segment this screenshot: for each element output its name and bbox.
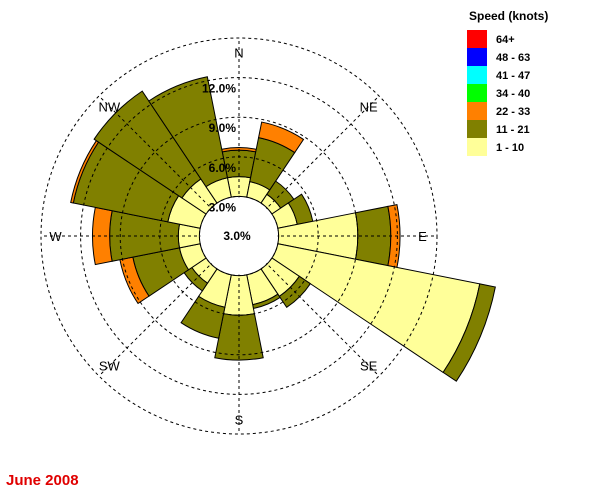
legend-swatch — [467, 48, 487, 66]
sector-band — [180, 295, 226, 339]
sector-band — [91, 206, 113, 266]
legend-swatch — [467, 66, 487, 84]
sector-112.5 — [271, 243, 496, 382]
legend-title: Speed (knots) — [469, 9, 548, 23]
legend-swatch — [467, 102, 487, 120]
chart-title: June 2008 — [6, 472, 79, 489]
legend-label: 48 - 63 — [496, 52, 530, 64]
sector-337.5 — [148, 76, 232, 204]
grid-ring — [40, 37, 438, 435]
ring-label: 9.0% — [209, 121, 237, 135]
sector-270 — [91, 206, 201, 266]
grid-ring — [119, 116, 359, 356]
calm-label: 3.0% — [223, 229, 251, 243]
compass-label-w: W — [49, 229, 62, 244]
ring-labels: 3.0% 3.0% 6.0% 9.0% 12.0% — [200, 82, 278, 275]
compass-label-sw: SW — [99, 359, 121, 374]
legend-swatch — [467, 138, 487, 156]
legend-label: 34 - 40 — [496, 88, 530, 100]
legend: Speed (knots) 64+ 48 - 63 41 - 47 34 - 40 22 … — [467, 9, 548, 156]
sector-band — [442, 283, 496, 382]
wind-sectors — [70, 76, 496, 382]
legend-label: 11 - 21 — [496, 124, 530, 136]
ring-label: 3.0% — [209, 200, 237, 214]
legend-swatch — [467, 120, 487, 138]
sector-247.5 — [119, 243, 207, 305]
compass-label-e: E — [418, 229, 427, 244]
calm-circle — [200, 197, 278, 275]
sector-202.5 — [180, 268, 232, 339]
sector-band — [148, 76, 228, 188]
grid-ring — [198, 195, 280, 277]
legend-swatch — [467, 84, 487, 102]
sector-22.5 — [246, 121, 305, 204]
sector-band — [257, 121, 305, 154]
legend-label: 22 - 33 — [496, 106, 530, 118]
compass-label-s: S — [235, 413, 244, 428]
sector-157.5 — [246, 268, 281, 310]
legend-label: 41 - 47 — [496, 70, 530, 82]
ring-label: 6.0% — [209, 161, 237, 175]
legend-label: 1 - 10 — [496, 142, 524, 154]
compass-label-n: N — [234, 46, 243, 61]
compass-label-nw: NW — [98, 99, 120, 114]
ring-label: 12.0% — [202, 82, 236, 96]
legend-swatch — [467, 30, 487, 48]
legend-label: 64+ — [496, 34, 515, 46]
compass-labels: N NE E SE S SW W NW — [49, 46, 427, 428]
compass-label-se: SE — [360, 359, 378, 374]
sector-band — [271, 243, 481, 374]
compass-label-ne: NE — [360, 99, 378, 114]
